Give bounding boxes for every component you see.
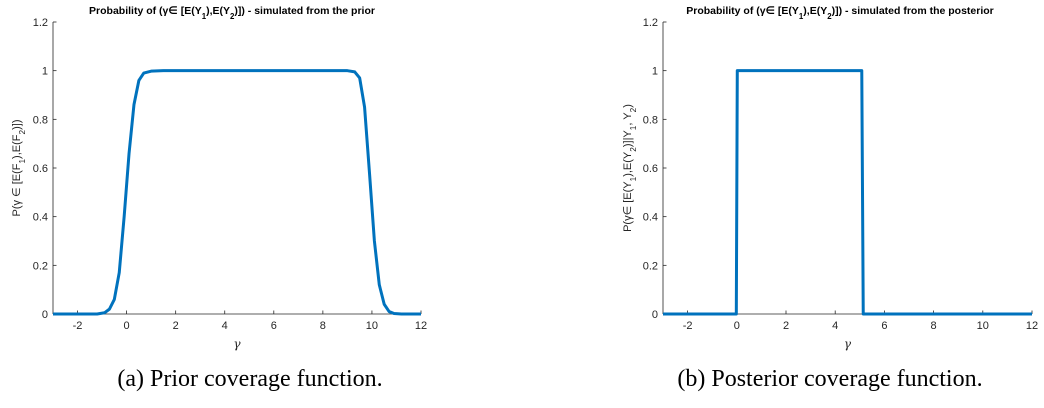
y-axis-label: P(γ ∈ [E(F1),E(F2)]) xyxy=(11,119,27,216)
y-tick-label: 0.8 xyxy=(33,114,48,126)
y-tick-label: 0.2 xyxy=(643,260,658,272)
x-tick-label: 12 xyxy=(415,320,427,332)
y-tick-label: 1 xyxy=(42,66,48,78)
y-tick-label: 0.6 xyxy=(33,163,48,175)
y-axis-label: P(γ∈ [E(Y1),E(Y2)]|Y1, Y2) xyxy=(622,104,638,232)
chart-prior-coverage: -2 0 2 4 6 8 10 12 0 0.2 0.4 0.6 0.8 1 1.2 Probability … xyxy=(11,5,427,351)
x-tick-label: 10 xyxy=(366,320,378,332)
x-tick-label: 6 xyxy=(881,320,887,332)
x-tick-label: 6 xyxy=(271,320,277,332)
y-tick-label: 0.8 xyxy=(643,114,658,126)
prior-coverage-line xyxy=(53,69,421,316)
y-tick-label: 1.2 xyxy=(33,17,48,29)
x-axis-label: γ xyxy=(233,337,241,351)
x-tick-label: 2 xyxy=(783,320,789,332)
x-tick-label: 4 xyxy=(222,320,228,332)
x-tick-label: -2 xyxy=(73,320,83,332)
caption-prior: (a) Prior coverage function. xyxy=(117,366,383,392)
y-tick-label: 0 xyxy=(652,309,658,321)
x-tick-label: 2 xyxy=(173,320,179,332)
caption-posterior: (b) Posterior coverage function. xyxy=(677,366,983,392)
posterior-coverage-line xyxy=(663,69,1032,316)
x-tick-label: 8 xyxy=(320,320,326,332)
y-tick-label: 0 xyxy=(42,309,48,321)
x-tick-label: 10 xyxy=(977,320,989,332)
x-tick-label: 8 xyxy=(931,320,937,332)
x-tick-label: 4 xyxy=(832,320,838,332)
x-tick-label: 0 xyxy=(734,320,740,332)
chart-title: Probability of (γ∈ [E(Y1),E(Y2)]) - simu… xyxy=(89,5,375,21)
x-tick-label: -2 xyxy=(683,320,693,332)
y-tick-label: 0.2 xyxy=(33,260,48,272)
y-tick-label: 1.2 xyxy=(643,17,658,29)
y-tick-label: 0.4 xyxy=(643,212,658,224)
x-tick-label: 0 xyxy=(124,320,130,332)
y-tick-label: 1 xyxy=(652,66,658,78)
chart-posterior-coverage: -2 0 2 4 6 8 10 12 0 0.2 0.4 0.6 0.8 1 1.2 Probability … xyxy=(622,5,1038,351)
y-tick-label: 0.4 xyxy=(33,212,48,224)
y-tick-label: 0.6 xyxy=(643,163,658,175)
x-tick-label: 12 xyxy=(1026,320,1038,332)
x-axis-label: γ xyxy=(844,337,852,351)
chart-title: Probability of (γ∈ [E(Y1),E(Y2)]) - simu… xyxy=(686,5,994,21)
